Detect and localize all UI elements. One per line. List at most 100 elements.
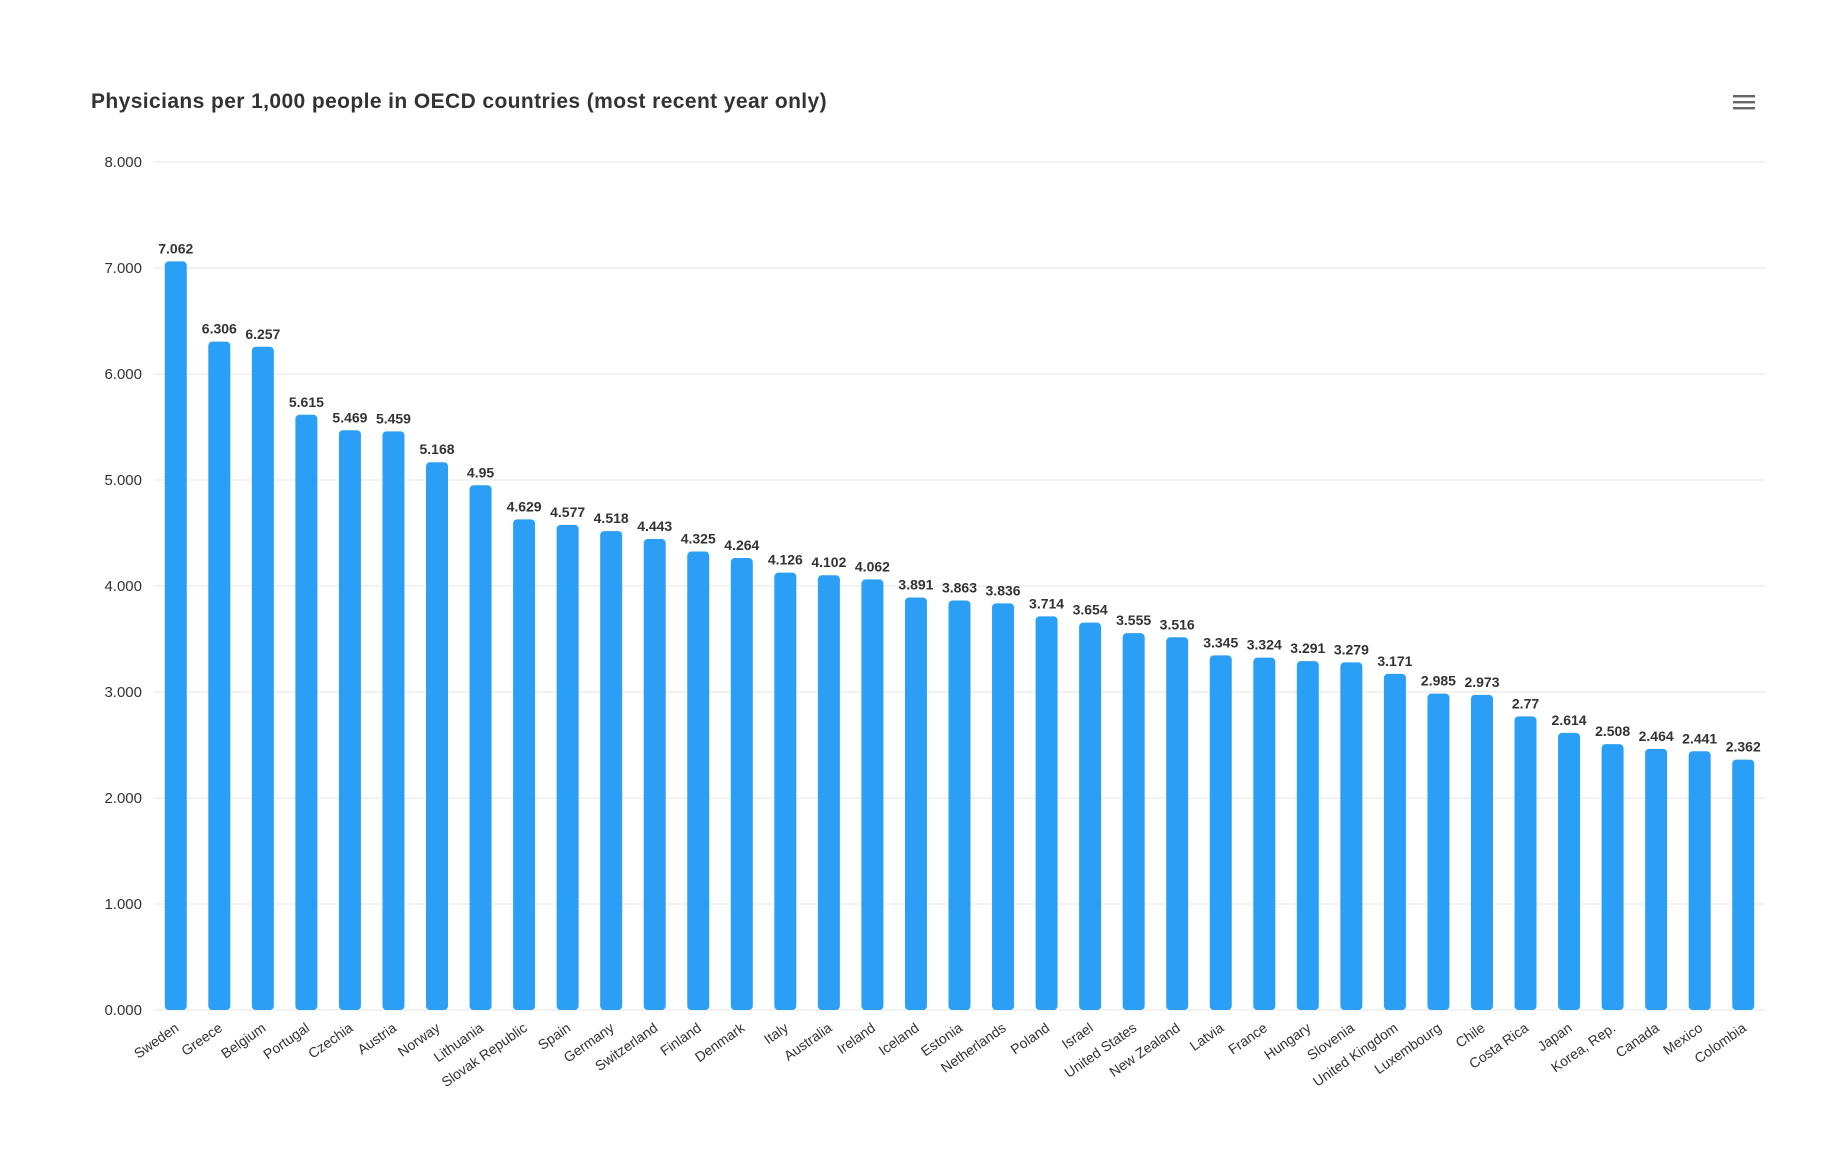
data-label: 2.441 [1682,730,1717,746]
bar[interactable] [643,539,666,1010]
bar[interactable] [774,572,797,1010]
x-category-label: Poland [1007,1019,1052,1057]
y-tick-label: 6.000 [104,366,142,383]
hamburger-menu-icon [1733,95,1755,110]
bar[interactable] [687,551,710,1010]
data-label: 4.629 [507,498,542,514]
data-labels: 7.062 6.306 6.257 5.615 5.469 5.459 5.168 4.95 4… [158,240,1761,754]
x-category-label: Denmark [692,1019,749,1065]
data-label: 4.518 [594,510,629,526]
data-label: 7.062 [158,240,193,256]
bar[interactable] [904,597,927,1010]
bar[interactable] [1209,655,1232,1010]
bar[interactable] [817,575,840,1010]
x-category-label: Italy [761,1019,791,1047]
y-tick-label: 2.000 [104,790,142,807]
data-label: 3.863 [942,580,977,596]
bar[interactable] [1253,657,1276,1010]
data-label: 4.443 [637,518,672,534]
y-tick-label: 0.000 [104,1002,142,1019]
x-category-label: Belgium [218,1019,269,1061]
x-axis-category-labels: SwedenGreeceBelgiumPortugalCzechiaAustri… [131,1019,1749,1090]
bar[interactable] [426,462,449,1010]
bar[interactable] [556,524,579,1010]
bar[interactable] [382,431,405,1010]
x-category-label: Iceland [876,1019,922,1058]
y-tick-label: 5.000 [104,472,142,489]
data-label: 5.615 [289,394,324,410]
x-category-label: Hungary [1261,1019,1314,1062]
bar[interactable] [1645,748,1668,1010]
bar[interactable] [338,430,361,1010]
data-label: 4.102 [811,554,846,570]
x-category-label: Greece [178,1019,225,1059]
data-label: 3.516 [1160,616,1195,632]
bar[interactable] [730,558,753,1010]
data-label: 4.264 [724,537,759,553]
bar[interactable] [1732,759,1755,1010]
y-axis-tick-labels: 0.000 1.000 2.000 3.000 4.000 5.000 6.000 7.000… [104,154,142,1019]
data-label: 2.973 [1464,674,1499,690]
bar[interactable] [1427,693,1450,1010]
data-label: 3.555 [1116,612,1151,628]
data-label: 4.577 [550,504,585,520]
data-label: 3.345 [1203,634,1238,650]
bar[interactable] [208,341,231,1011]
data-label: 6.257 [245,326,280,342]
bar[interactable] [1470,694,1493,1010]
data-label: 2.985 [1421,673,1456,689]
data-label: 2.77 [1512,695,1539,711]
data-label: 5.459 [376,410,411,426]
bar[interactable] [1558,732,1581,1010]
x-category-label: Ireland [834,1019,878,1057]
bar[interactable] [1688,751,1711,1010]
bars [164,261,1755,1011]
data-label: 2.614 [1552,712,1587,728]
data-label: 2.362 [1726,739,1761,755]
data-label: 4.062 [855,558,890,574]
chart-menu-button[interactable] [1730,90,1760,116]
chart-title: Physicians per 1,000 people in OECD coun… [91,90,828,113]
y-tick-label: 8.000 [104,154,142,171]
data-label: 3.714 [1029,595,1064,611]
x-category-label: Sweden [131,1019,182,1061]
x-category-label: Czechia [305,1019,356,1061]
bar[interactable] [1514,716,1537,1010]
bar[interactable] [513,519,536,1010]
data-label: 5.168 [419,441,454,457]
bar[interactable] [164,261,187,1011]
bar[interactable] [1601,744,1624,1010]
data-label: 3.891 [898,577,933,593]
x-category-label: Canada [1613,1019,1663,1060]
bar[interactable] [992,603,1015,1010]
bar[interactable] [295,414,318,1010]
x-category-label: Portugal [260,1019,312,1062]
bar[interactable] [469,485,492,1010]
bar[interactable] [1166,637,1189,1010]
bar[interactable] [1035,616,1058,1010]
data-label: 2.464 [1639,728,1674,744]
x-category-label: Latvia [1187,1019,1227,1054]
data-label: 4.325 [681,531,716,547]
y-tick-label: 7.000 [104,260,142,277]
y-tick-label: 4.000 [104,578,142,595]
data-label: 3.324 [1247,637,1282,653]
data-label: 4.95 [467,464,494,480]
y-tick-label: 1.000 [104,896,142,913]
bar[interactable] [1079,622,1102,1010]
bar[interactable] [600,531,623,1010]
x-category-label: Austria [354,1019,399,1057]
data-label: 2.508 [1595,723,1630,739]
data-label: 6.306 [202,321,237,337]
bar[interactable] [251,346,274,1010]
bar[interactable] [1122,633,1145,1010]
bar[interactable] [948,600,971,1010]
y-tick-label: 3.000 [104,684,142,701]
bar[interactable] [861,579,884,1010]
data-label: 3.279 [1334,641,1369,657]
bar[interactable] [1340,662,1363,1010]
bar[interactable] [1383,673,1406,1010]
bar[interactable] [1296,661,1319,1010]
